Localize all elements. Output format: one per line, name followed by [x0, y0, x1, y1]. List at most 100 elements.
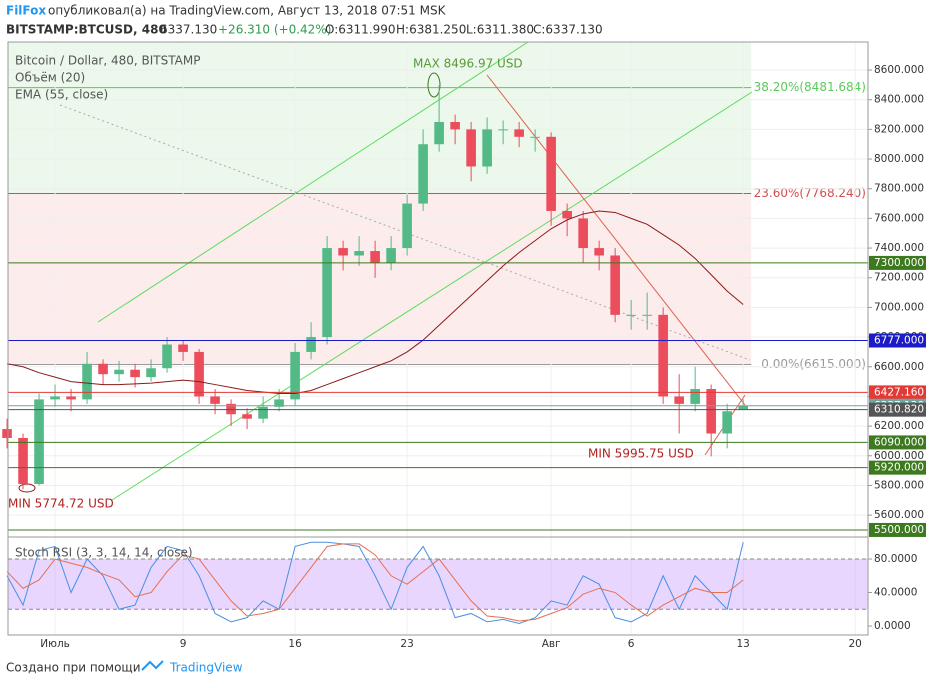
main-pane: 38.20%(8481.684) 23.60%(7768.240) 0.00%(66…	[2, 41, 926, 650]
marker-circle	[18, 483, 36, 493]
candle-body	[626, 314, 636, 316]
x-tick-label: 9	[180, 638, 187, 650]
candle-body	[402, 203, 412, 249]
candle-body	[642, 314, 652, 316]
last-price: 6337.130	[160, 23, 217, 37]
candle-body	[706, 389, 716, 434]
close: C:6337.130	[533, 23, 603, 37]
x-tick-label: Июль	[40, 638, 70, 650]
candle-body	[530, 136, 540, 138]
fib-label: 0.00%(6615.000)	[761, 357, 866, 371]
logo	[141, 660, 164, 671]
y-tick-label: 8200.000	[874, 123, 924, 135]
y-tick-label: 40.0000	[874, 587, 917, 599]
candle-body	[514, 129, 524, 137]
candle-body	[466, 129, 476, 167]
y-tick-label: 6000.000	[874, 450, 924, 462]
y-tick-label: 0.0000	[874, 620, 911, 632]
candle-body	[258, 406, 268, 419]
candle-body	[594, 248, 604, 256]
x-tick-label: 20	[849, 638, 862, 650]
fib-zone	[8, 193, 752, 365]
candle-body	[306, 337, 316, 352]
candle-body	[370, 251, 380, 263]
candle-body	[674, 396, 684, 404]
candle-body	[562, 210, 572, 219]
channel-line	[97, 41, 529, 323]
x-tick-label: 13	[736, 638, 749, 650]
legend-entry: EMA (55, close)	[15, 88, 108, 102]
candle-body	[690, 389, 700, 404]
candle-body	[338, 248, 348, 256]
fib-label: 38.20%(8481.684)	[754, 80, 866, 94]
y-tick-label: 5800.000	[874, 479, 924, 491]
candle-body	[546, 136, 556, 211]
y-tick-label: 7800.000	[874, 183, 924, 195]
candle-body	[482, 129, 492, 167]
y-tick-label: 7000.000	[874, 301, 924, 313]
candle-body	[274, 399, 284, 407]
frame	[7, 41, 869, 636]
x-tick-label: 23	[400, 638, 413, 650]
candle-body	[578, 218, 588, 249]
level-tag	[869, 385, 926, 400]
channel-line	[111, 91, 753, 501]
fib-zone	[8, 42, 752, 194]
x-tick-label: Авг	[542, 638, 561, 650]
y-tick-label: 8600.000	[874, 64, 924, 76]
candle-body	[2, 429, 12, 438]
y-tick-label: 8000.000	[874, 153, 924, 165]
candle-body	[450, 121, 460, 130]
level-tag	[869, 460, 926, 475]
high: H:6381.250	[396, 23, 466, 37]
candle-body	[242, 414, 252, 419]
y-tick-label: 8400.000	[874, 94, 924, 106]
candle-body	[178, 344, 188, 352]
level-label: 5500.000	[874, 524, 924, 536]
trend-line	[486, 74, 746, 406]
candle-body	[738, 405, 748, 410]
candle-body	[354, 251, 364, 256]
candle-body	[658, 314, 668, 397]
candle-body	[418, 144, 428, 204]
candle-body	[114, 369, 124, 375]
y-tick-label: 80.0000	[874, 553, 917, 565]
y-tick-label: 5600.000	[874, 509, 924, 521]
candle-body	[498, 129, 508, 131]
candle-body	[226, 403, 236, 415]
annotation: MIN 5995.75 USD	[588, 447, 694, 461]
candle-body	[162, 344, 172, 369]
x-tick-label: 16	[288, 638, 302, 650]
y-tick-label: 7200.000	[874, 272, 924, 284]
symbol: BITSTAMP:BTCUSD, 480	[6, 23, 167, 37]
level-tag	[869, 402, 926, 417]
annotation: MAX 8496.97 USD	[413, 57, 523, 71]
level-tag	[869, 522, 926, 537]
candle-body	[82, 363, 92, 400]
y-tick-label: 6200.000	[874, 420, 924, 432]
footer-text: Создано при помощи	[6, 661, 141, 675]
candle-body	[98, 363, 108, 375]
footer-brand[interactable]: TradingView	[169, 661, 243, 675]
level-label: 6777.000	[874, 335, 924, 347]
y-tick-label: 6600.000	[874, 361, 924, 373]
stoch-line	[6, 541, 744, 625]
fib-label: 23.60%(7768.240)	[754, 186, 866, 200]
annotation: MIN 5774.72 USD	[8, 497, 114, 511]
candle-body	[50, 396, 60, 400]
y-tick-label: 7600.000	[874, 212, 924, 224]
candle-body	[146, 368, 156, 378]
candle-body	[322, 248, 332, 338]
level-label: 5920.000	[874, 462, 924, 474]
legend-entry: Bitcoin / Dollar, 480, BITSTAMP	[15, 54, 200, 68]
stoch-line	[6, 543, 744, 622]
level-label: 6090.000	[874, 436, 924, 448]
author[interactable]: FilFox	[6, 4, 46, 18]
open: O:6311.990	[325, 23, 396, 37]
ema-line	[6, 210, 744, 394]
change: +26.310 (+0.42%)	[218, 23, 331, 37]
pane-title: Stoch RSI (3, 3, 14, 14, close)	[15, 546, 193, 560]
level-tag	[869, 333, 926, 348]
published: опубликовал(а) на TradingView.com, Авгус…	[48, 4, 447, 18]
